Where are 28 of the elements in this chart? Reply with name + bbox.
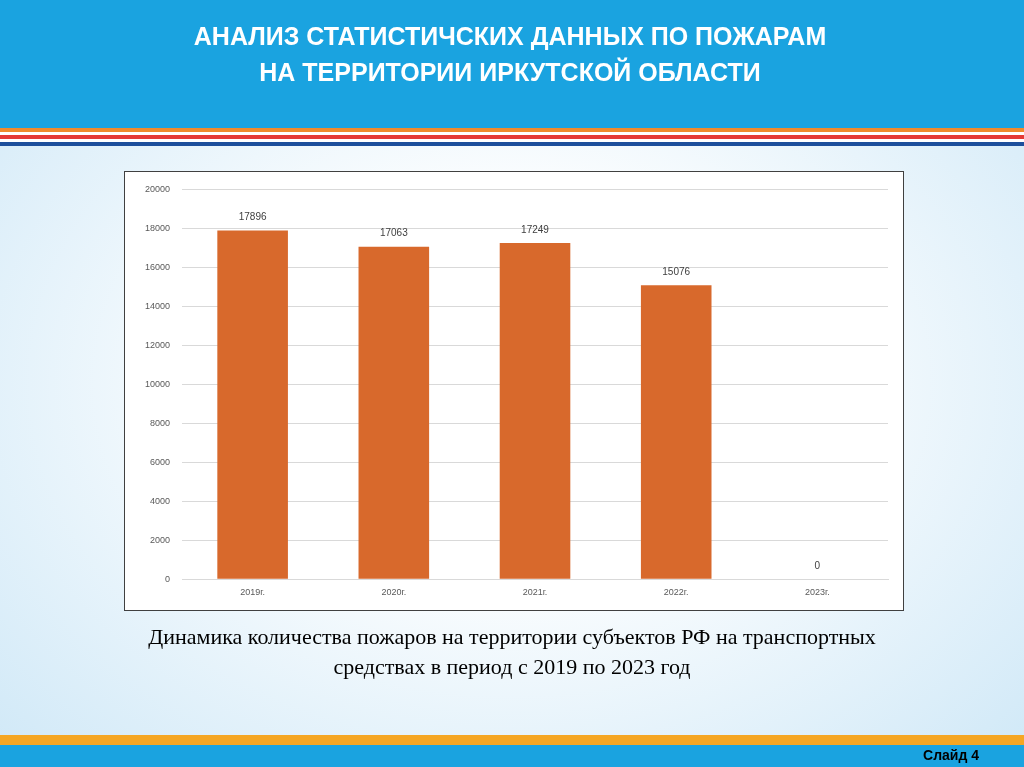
data-label: 0 — [814, 559, 821, 571]
data-label: 17063 — [379, 227, 409, 239]
y-tick-label: 0 — [165, 573, 171, 584]
bar — [640, 285, 712, 579]
x-tick-label: 2021г. — [522, 587, 548, 598]
y-tick-label: 8000 — [150, 417, 171, 428]
y-tick-label: 20000 — [145, 183, 171, 194]
text: Слайд 4 — [923, 747, 979, 763]
y-tick-label: 6000 — [150, 456, 171, 467]
text: Динамика количества пожаров на территории субъектов РФ на транспортных средствах в период с 2019 по 2023 год — [147, 623, 877, 681]
bar — [499, 243, 571, 579]
y-tick-label: 12000 — [145, 339, 171, 350]
data-label: 15076 — [662, 266, 691, 278]
chart-title: АНАЛИЗ СТАТИСТИЧСКИХ ДАННЫХ ПО ПОЖАРАМ НА ТЕРРИТОРИИ ИРКУТСКОЙ ОБЛАСТИ — [192, 21, 828, 88]
data-label: 17249 — [521, 223, 550, 235]
y-tick-label: 10000 — [145, 378, 171, 389]
x-tick-label: 2020г. — [381, 587, 407, 598]
y-tick-label: 14000 — [145, 300, 171, 311]
y-tick-label: 16000 — [145, 261, 171, 272]
bar — [217, 230, 288, 579]
y-tick-label: 2000 — [150, 534, 171, 545]
bar — [358, 246, 430, 579]
x-tick-label: 2019г. — [240, 587, 265, 598]
x-tick-label: 2023г. — [805, 587, 830, 598]
x-tick-label: 2022г. — [663, 587, 689, 598]
y-tick-label: 18000 — [145, 222, 171, 233]
y-tick-label: 4000 — [150, 495, 171, 506]
data-label: 17896 — [238, 211, 267, 223]
